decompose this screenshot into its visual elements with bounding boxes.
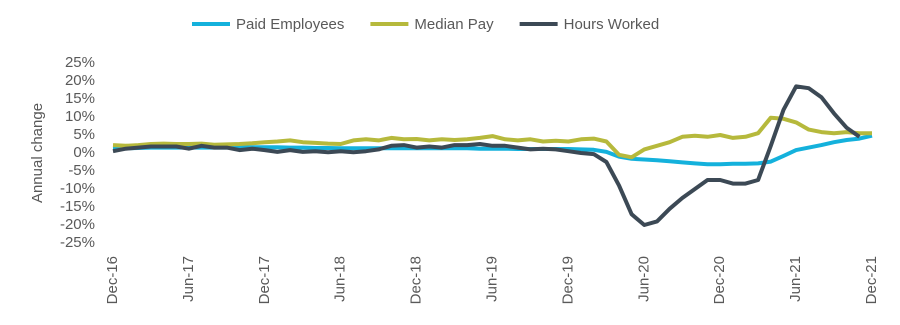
- series-line: [112, 84, 861, 227]
- legend-label: Median Pay: [414, 16, 494, 33]
- x-tick-label: Dec-20: [711, 256, 728, 304]
- x-tick-label: Dec-19: [559, 256, 576, 304]
- series-line: [112, 133, 873, 167]
- y-tick-label: 20%: [65, 72, 95, 89]
- y-axis-label: Annual change: [29, 103, 46, 203]
- y-tick-label: -10%: [60, 180, 95, 197]
- legend-label: Hours Worked: [564, 16, 660, 33]
- y-tick-label: -20%: [60, 216, 95, 233]
- x-tick-label: Jun-18: [332, 256, 349, 302]
- series-line: [112, 115, 872, 160]
- legend-label: Paid Employees: [236, 16, 344, 33]
- y-tick-label: -5%: [68, 162, 95, 179]
- x-tick-label: Jun-20: [635, 256, 652, 302]
- x-tick-label: Dec-21: [863, 256, 880, 304]
- y-tick-label: 10%: [65, 108, 95, 125]
- y-tick-label: 5%: [73, 126, 95, 143]
- y-tick-label: 0%: [73, 144, 95, 161]
- y-tick-label: -25%: [60, 234, 95, 251]
- x-tick-label: Jun-19: [483, 256, 500, 302]
- y-tick-label: 15%: [65, 90, 95, 107]
- x-tick-label: Jun-17: [180, 256, 197, 302]
- y-tick-label: 25%: [65, 54, 95, 71]
- x-tick-label: Dec-17: [256, 256, 273, 304]
- x-tick-label: Dec-18: [408, 256, 425, 304]
- x-tick-label: Jun-21: [787, 256, 804, 302]
- y-tick-label: -15%: [60, 198, 95, 215]
- x-tick-label: Dec-16: [104, 256, 121, 304]
